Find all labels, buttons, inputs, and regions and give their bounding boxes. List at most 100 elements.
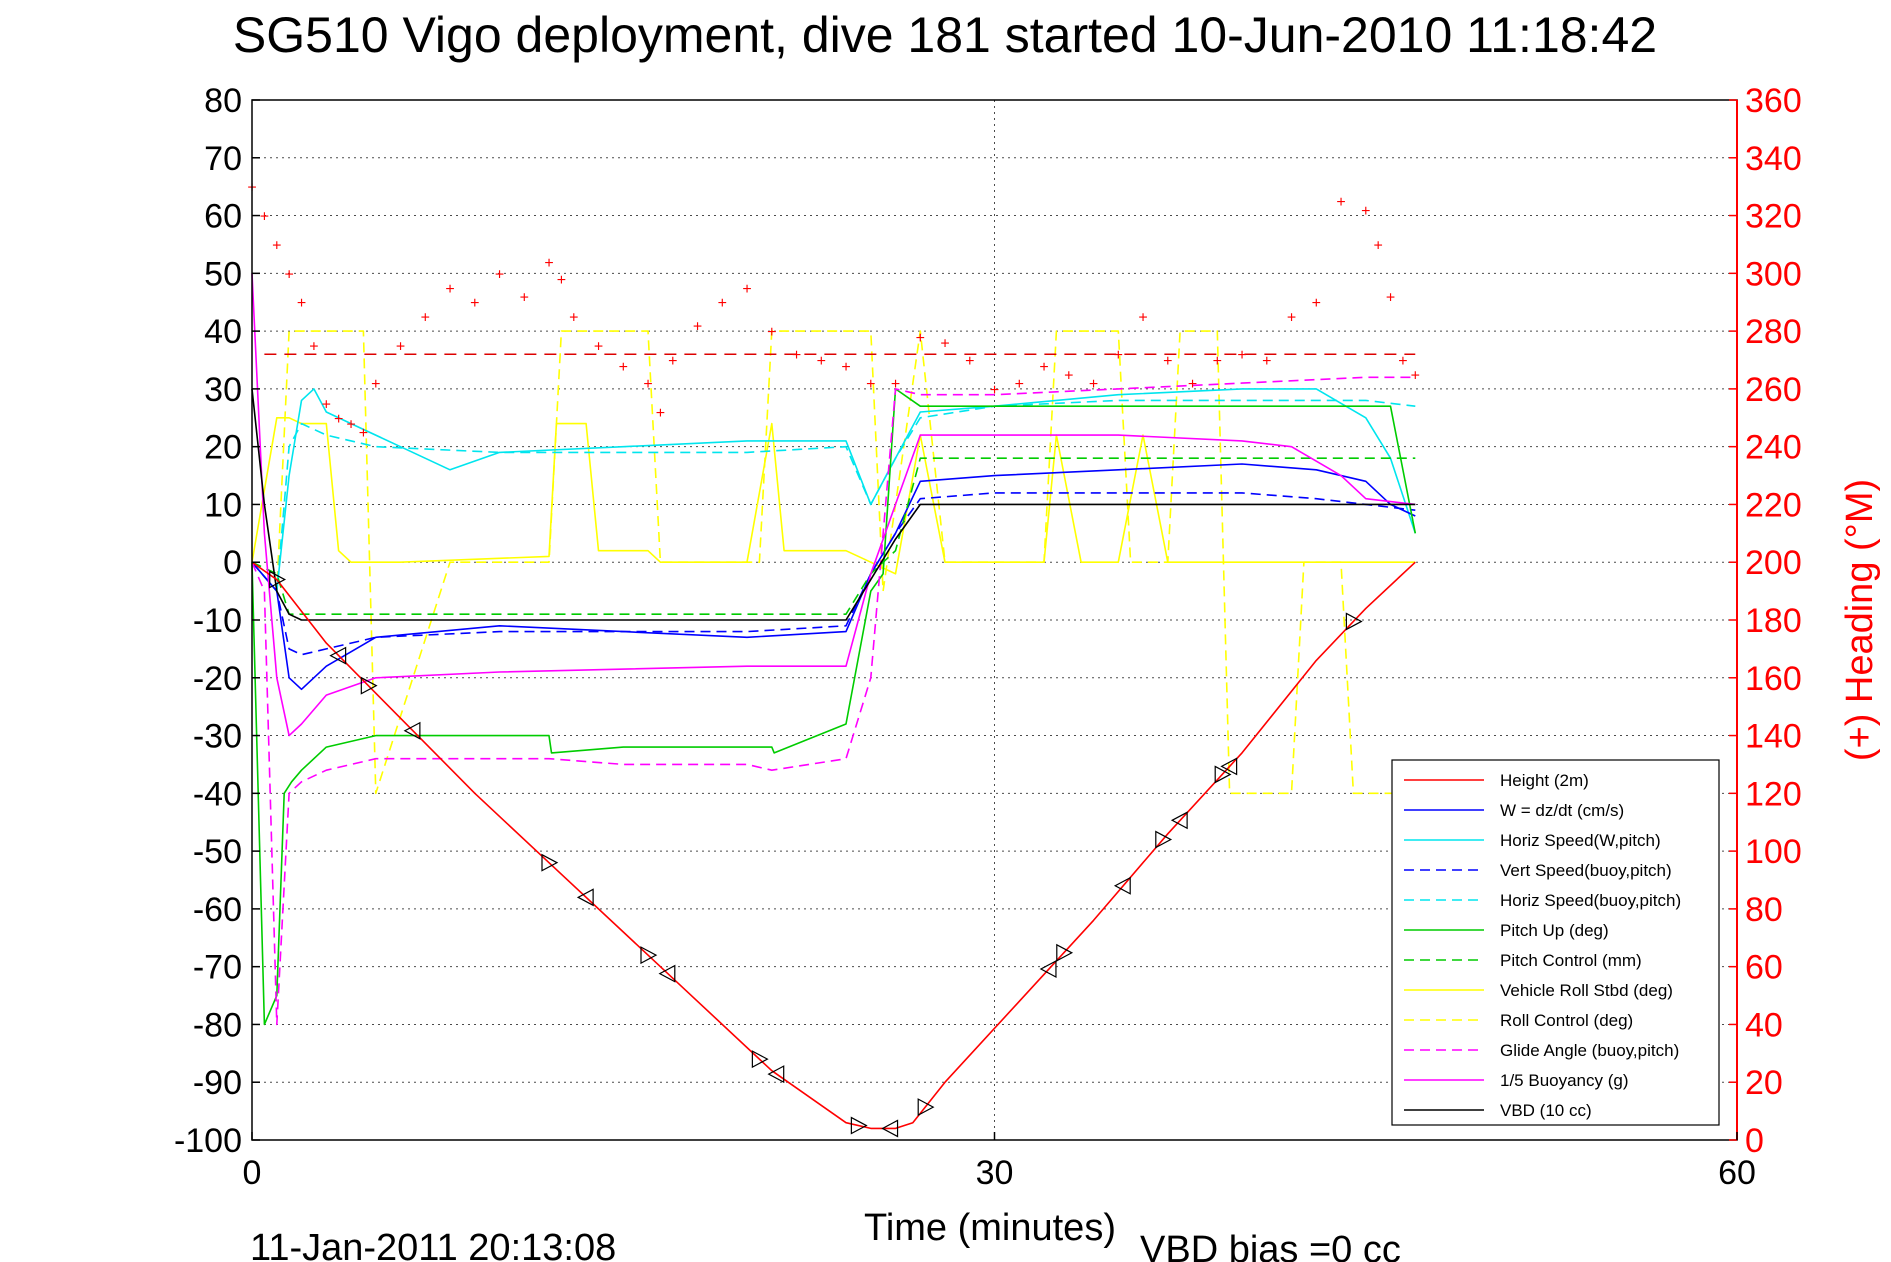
heading-point: + [1287, 310, 1296, 327]
legend-entry: Horiz Speed(W,pitch) [1500, 831, 1661, 850]
x-tick-label: 0 [243, 1154, 262, 1192]
y-right-tick-label: 180 [1745, 602, 1802, 640]
y-right-tick-label: 260 [1745, 371, 1802, 409]
y-tick-label: -30 [193, 718, 242, 756]
heading-point: + [371, 376, 380, 393]
y-right-tick-label: 300 [1745, 255, 1802, 293]
footer-vbd-bias: VBD bias =0 cc [1140, 1229, 1401, 1262]
height-marker-triangle [403, 721, 421, 740]
heading-point: + [297, 295, 306, 312]
y-right-tick-label: 120 [1745, 775, 1802, 813]
heading-point: + [1213, 353, 1222, 370]
y-tick-label: -80 [193, 1006, 242, 1044]
y-right-tick-label: 280 [1745, 313, 1802, 351]
heading-point: + [1398, 353, 1407, 370]
y-axis-right: 3603403203002802602402202001801601401201… [1729, 82, 1802, 1160]
heading-point: + [767, 324, 776, 341]
heading-point: + [1312, 295, 1321, 312]
legend-entry: Height (2m) [1500, 771, 1589, 790]
y-right-tick-label: 0 [1745, 1122, 1764, 1160]
heading-point: + [1039, 359, 1048, 376]
heading-point: + [1089, 376, 1098, 393]
heading-point: + [965, 353, 974, 370]
heading-point: + [916, 330, 925, 347]
heading-point: + [396, 339, 405, 356]
height-marker-triangle [640, 946, 658, 965]
heading-point: + [1386, 289, 1395, 306]
y-right-tick-label: 80 [1745, 891, 1783, 929]
heading-point: + [495, 266, 504, 283]
y-right-tick-label: 160 [1745, 660, 1802, 698]
x-axis-label: Time (minutes) [864, 1207, 1116, 1249]
legend-box [1391, 759, 1720, 1126]
height-marker-triangle [1155, 830, 1173, 849]
legend-entry: Vert Speed(buoy,pitch) [1500, 861, 1672, 880]
height-marker-triangle [658, 964, 676, 983]
height-markers [269, 570, 1363, 1138]
heading-point: + [1361, 203, 1370, 220]
legend-entry: Glide Angle (buoy,pitch) [1500, 1041, 1679, 1060]
heading-point: + [1373, 237, 1382, 254]
legend-entry: 1/5 Buoyancy (g) [1500, 1071, 1629, 1090]
y-right-tick-label: 100 [1745, 833, 1802, 871]
height-marker-triangle [1113, 876, 1131, 895]
height-marker-triangle [1039, 959, 1057, 978]
legend-entry: Pitch Up (deg) [1500, 921, 1609, 940]
series-line-pitch-up-deg [251, 388, 1417, 1026]
heading-point: + [594, 339, 603, 356]
heading-point: + [619, 359, 628, 376]
height-marker-triangle [360, 676, 378, 695]
height-marker-triangle [751, 1050, 769, 1069]
heading-point: + [742, 281, 751, 298]
heading-point: + [557, 272, 566, 289]
series-line-vbd-10-cc [251, 388, 1416, 621]
height-marker-triangle [1170, 811, 1188, 830]
y-tick-label: 40 [204, 313, 242, 351]
heading-point: + [346, 417, 355, 434]
y-tick-label: 0 [223, 544, 242, 582]
heading-point: + [544, 255, 553, 272]
y-tick-label: -50 [193, 833, 242, 871]
y-axis-left: 80 70 60 50 40 30 20 10 0 -10 -20 -30 -40 -50 -60 -70 -8… [174, 82, 260, 1160]
y-tick-label: -20 [193, 660, 242, 698]
heading-point: + [1015, 376, 1024, 393]
heading-point: + [1336, 194, 1345, 211]
heading-point: + [1237, 347, 1246, 364]
heading-point: + [792, 347, 801, 364]
heading-point: + [309, 339, 318, 356]
height-marker-triangle [541, 853, 559, 872]
heading-point: + [284, 266, 293, 283]
heading-point: + [656, 405, 665, 422]
y-right-tick-label: 20 [1745, 1064, 1783, 1102]
x-tick-label: 30 [976, 1154, 1014, 1192]
height-marker-triangle [917, 1098, 935, 1117]
heading-point: + [421, 310, 430, 327]
heading-point: + [817, 353, 826, 370]
chart-title: SG510 Vigo deployment, dive 181 started … [233, 7, 1657, 63]
series-layer [251, 273, 1417, 1130]
y-tick-label: 60 [204, 198, 242, 236]
legend-entry: W = dz/dt (cm/s) [1500, 801, 1624, 820]
heading-point: + [693, 318, 702, 335]
y-axis-label-right: (+) Heading (°M) [1839, 479, 1881, 761]
height-marker-triangle [269, 570, 287, 589]
heading-point: + [445, 281, 454, 298]
heading-point: + [1064, 367, 1073, 384]
y-right-tick-label: 240 [1745, 429, 1802, 467]
heading-point: + [272, 237, 281, 254]
heading-point: + [668, 353, 677, 370]
series-line-w-dz-dt-cm-s [251, 463, 1416, 691]
heading-point: + [470, 295, 479, 312]
heading-point: + [940, 336, 949, 353]
legend-entry: Vehicle Roll Stbd (deg) [1500, 981, 1673, 1000]
series-line-pitch-control-mm [251, 457, 1416, 616]
heading-point: + [569, 310, 578, 327]
y-right-tick-label: 340 [1745, 140, 1802, 178]
y-tick-label: 70 [204, 140, 242, 178]
height-marker-triangle [767, 1065, 785, 1084]
y-tick-label: -40 [193, 775, 242, 813]
y-right-tick-label: 40 [1745, 1006, 1783, 1044]
y-tick-label: -90 [193, 1064, 242, 1102]
